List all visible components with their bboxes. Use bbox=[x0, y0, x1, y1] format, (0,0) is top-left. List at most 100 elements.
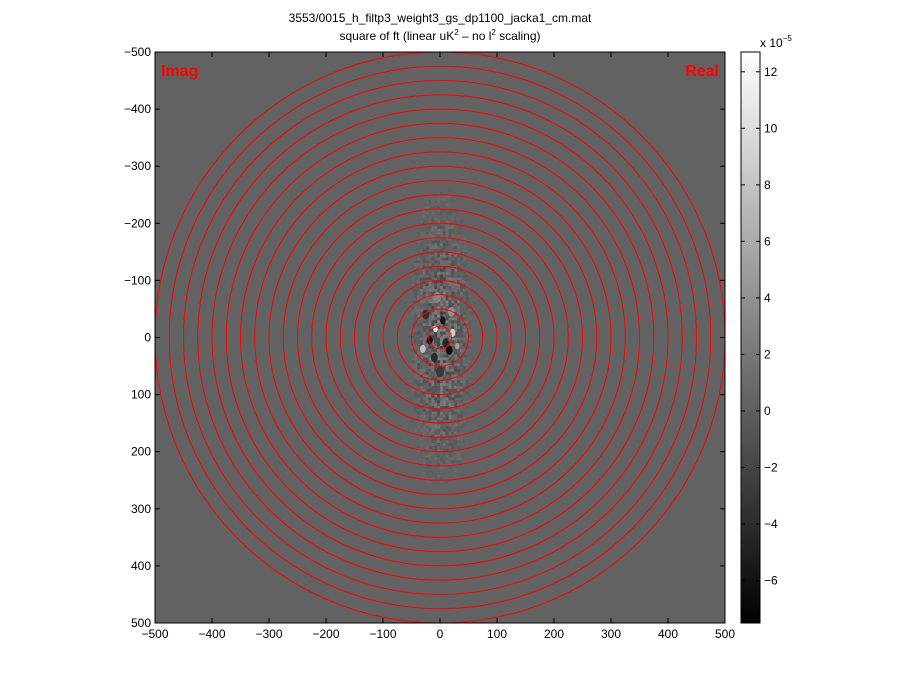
heatmap-cell bbox=[462, 343, 466, 347]
heatmap-cell bbox=[431, 240, 435, 244]
heatmap-cell bbox=[448, 465, 452, 469]
heatmap-cell bbox=[428, 297, 432, 301]
heatmap-cell bbox=[431, 380, 435, 384]
heatmap-cell bbox=[454, 331, 458, 335]
heatmap-cell bbox=[468, 294, 472, 298]
heatmap-cell bbox=[457, 254, 460, 258]
heatmap-cell bbox=[457, 460, 460, 464]
heatmap-cell bbox=[442, 403, 446, 407]
heatmap-cell bbox=[454, 351, 458, 355]
heatmap-cell bbox=[462, 317, 466, 321]
heatmap-cell bbox=[462, 400, 466, 404]
colorbar: −6 −4 −2 0 2 4 6 8 10 12 x 10−5 bbox=[740, 34, 792, 624]
heatmap-cell bbox=[431, 294, 435, 298]
heatmap-cell bbox=[457, 277, 460, 281]
heatmap-cell bbox=[437, 343, 440, 347]
heatmap-cell bbox=[411, 343, 415, 347]
heatmap-cell bbox=[411, 403, 415, 407]
heatmap-cell bbox=[457, 457, 460, 461]
heatmap-cell bbox=[420, 351, 423, 355]
heatmap-cell bbox=[434, 403, 438, 407]
heatmap-cell bbox=[448, 368, 452, 372]
heatmap-cell bbox=[417, 445, 421, 449]
heatmap-cell bbox=[431, 471, 435, 475]
heatmap-cell bbox=[442, 220, 446, 224]
heatmap-cell bbox=[422, 340, 426, 344]
heatmap-cell bbox=[448, 209, 452, 212]
heatmap-cell bbox=[448, 357, 452, 361]
heatmap-cell bbox=[425, 445, 429, 449]
heatmap-cell bbox=[434, 383, 438, 387]
heatmap-cell bbox=[425, 346, 429, 349]
heatmap-cell bbox=[442, 465, 446, 469]
heatmap-cell bbox=[414, 391, 418, 395]
heatmap-cell bbox=[428, 314, 432, 318]
heatmap-cell bbox=[457, 328, 460, 332]
heatmap-cell bbox=[440, 326, 443, 329]
heatmap-cell bbox=[417, 294, 421, 298]
heatmap-cell bbox=[451, 223, 455, 227]
heatmap-cell bbox=[422, 414, 426, 418]
colorbar-tick-label: −6 bbox=[764, 574, 778, 588]
heatmap-cell bbox=[431, 271, 435, 275]
heatmap-cell bbox=[414, 294, 418, 298]
heatmap-cell bbox=[420, 266, 423, 269]
heatmap-cell bbox=[411, 283, 415, 287]
heatmap-cell bbox=[454, 280, 458, 284]
heatmap-cell bbox=[448, 328, 452, 332]
heatmap-cell bbox=[431, 428, 435, 432]
heatmap-cell bbox=[448, 254, 452, 258]
heatmap-cell bbox=[445, 354, 449, 358]
heatmap-cell bbox=[454, 363, 458, 367]
heatmap-cell bbox=[437, 403, 440, 407]
heatmap-cell bbox=[428, 331, 432, 335]
heatmap-cell bbox=[454, 440, 458, 444]
heatmap-cell bbox=[422, 331, 426, 335]
heatmap-cell bbox=[431, 434, 435, 438]
heatmap-cell bbox=[434, 277, 438, 281]
heatmap-cell bbox=[428, 200, 432, 204]
heatmap-cell bbox=[442, 209, 446, 212]
heatmap-cell bbox=[468, 320, 472, 324]
heatmap-cell bbox=[428, 246, 432, 249]
heatmap-cell bbox=[468, 263, 472, 267]
heatmap-cell bbox=[462, 237, 466, 241]
heatmap-cell bbox=[459, 383, 463, 387]
heatmap-cell bbox=[454, 403, 458, 407]
heatmap-cell bbox=[445, 203, 449, 207]
heatmap-cell bbox=[442, 328, 446, 332]
heatmap-cell bbox=[457, 388, 460, 392]
heatmap-cell bbox=[428, 217, 432, 221]
heatmap-cell bbox=[411, 331, 415, 335]
heatmap-cell bbox=[437, 411, 440, 415]
heatmap-cell bbox=[440, 428, 443, 432]
heatmap-cell bbox=[459, 377, 463, 381]
heatmap-cell bbox=[454, 400, 458, 404]
y-tick-label: 300 bbox=[131, 502, 151, 516]
heatmap-cell bbox=[445, 368, 449, 372]
heatmap-cell bbox=[442, 311, 446, 315]
heatmap-cell bbox=[468, 314, 472, 318]
heatmap-cell bbox=[428, 260, 432, 264]
heatmap-cell bbox=[445, 366, 449, 369]
heatmap-cell bbox=[431, 391, 435, 395]
heatmap-cell bbox=[465, 371, 469, 375]
heatmap-cell bbox=[445, 229, 449, 232]
heatmap-cell bbox=[457, 274, 460, 278]
heatmap-cell bbox=[422, 380, 426, 384]
heatmap-cell bbox=[420, 414, 423, 418]
heatmap-cell bbox=[468, 337, 472, 341]
heatmap-cell bbox=[459, 240, 463, 244]
heatmap-cell bbox=[451, 243, 455, 247]
heatmap-cell bbox=[445, 320, 449, 324]
heatmap-cell bbox=[437, 408, 440, 412]
annulus-ring bbox=[382, 279, 498, 396]
heatmap-cell bbox=[437, 377, 440, 381]
heatmap-cell bbox=[428, 317, 432, 321]
heatmap-cell bbox=[454, 411, 458, 415]
heatmap-cell bbox=[445, 243, 449, 247]
heatmap-cell bbox=[431, 291, 435, 295]
heatmap-cell bbox=[431, 477, 435, 481]
heatmap-cell bbox=[420, 263, 423, 267]
